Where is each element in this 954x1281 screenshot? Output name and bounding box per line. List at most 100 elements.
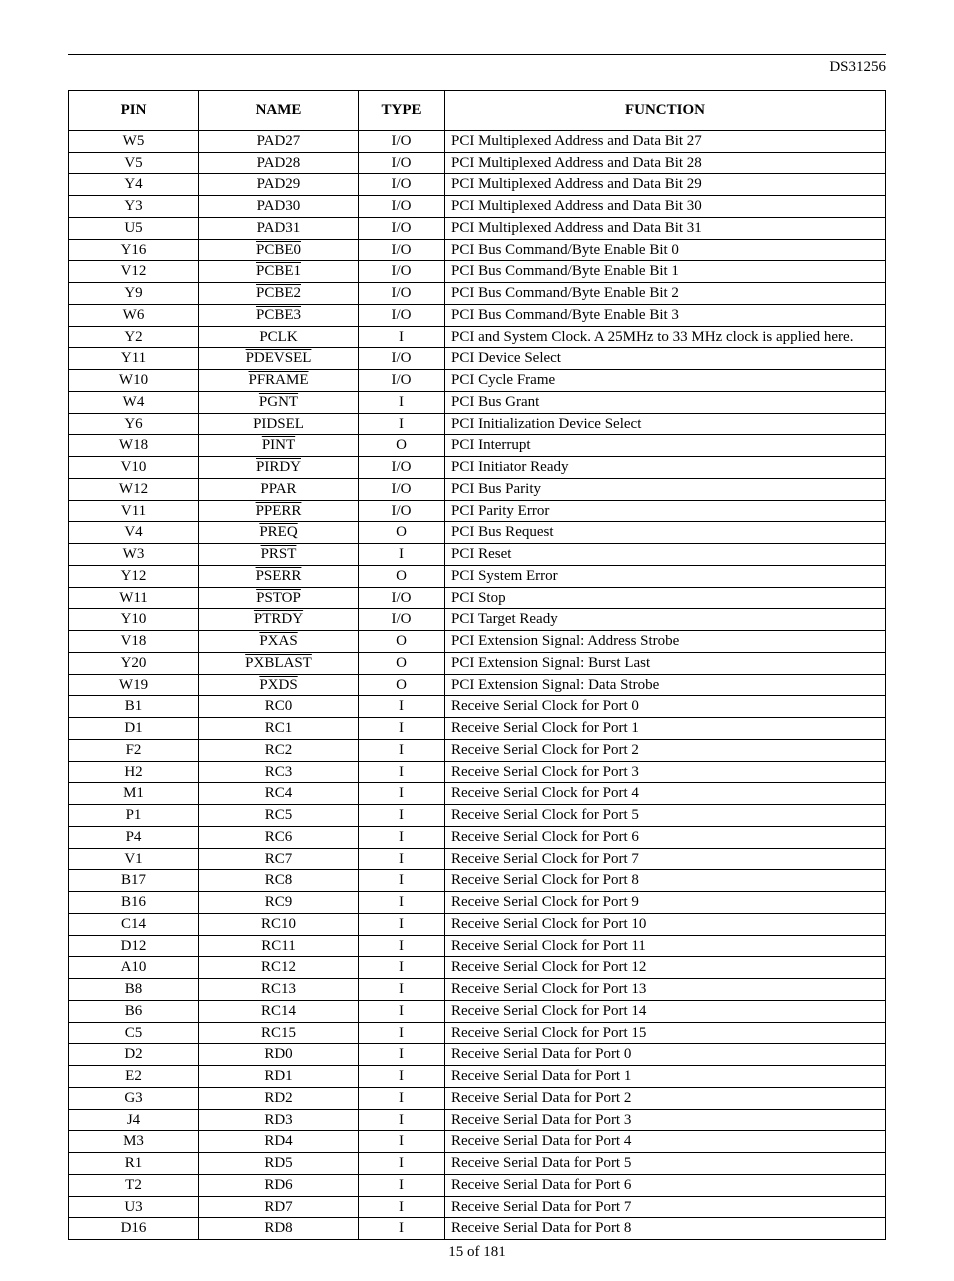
cell-pin: Y20: [69, 652, 199, 674]
signal-name: PAD27: [257, 133, 301, 149]
cell-type: I/O: [359, 130, 445, 152]
signal-name: RC9: [265, 894, 293, 910]
cell-type: I: [359, 1109, 445, 1131]
cell-function: PCI Initialization Device Select: [445, 413, 886, 435]
cell-pin: W19: [69, 674, 199, 696]
cell-name: PAD27: [199, 130, 359, 152]
cell-pin: B17: [69, 870, 199, 892]
cell-name: RC13: [199, 979, 359, 1001]
cell-name: PCBE2: [199, 283, 359, 305]
cell-pin: J4: [69, 1109, 199, 1131]
cell-function: Receive Serial Clock for Port 12: [445, 957, 886, 979]
cell-function: PCI Multiplexed Address and Data Bit 30: [445, 196, 886, 218]
cell-type: I: [359, 870, 445, 892]
page-footer: 15 of 181: [68, 1244, 886, 1261]
cell-name: PAD31: [199, 217, 359, 239]
cell-type: I/O: [359, 304, 445, 326]
cell-name: PRST: [199, 544, 359, 566]
cell-type: I: [359, 1066, 445, 1088]
table-row: C14RC10IReceive Serial Clock for Port 10: [69, 913, 886, 935]
cell-function: PCI Bus Command/Byte Enable Bit 2: [445, 283, 886, 305]
cell-function: PCI Bus Request: [445, 522, 886, 544]
table-row: B17RC8IReceive Serial Clock for Port 8: [69, 870, 886, 892]
cell-function: PCI Extension Signal: Burst Last: [445, 652, 886, 674]
cell-type: I: [359, 1022, 445, 1044]
cell-type: I: [359, 957, 445, 979]
cell-function: Receive Serial Clock for Port 10: [445, 913, 886, 935]
table-row: Y10PTRDYI/OPCI Target Ready: [69, 609, 886, 631]
cell-name: PIDSEL: [199, 413, 359, 435]
table-row: Y2PCLKIPCI and System Clock. A 25MHz to …: [69, 326, 886, 348]
cell-pin: D1: [69, 718, 199, 740]
signal-name: RD1: [264, 1068, 292, 1084]
cell-pin: C5: [69, 1022, 199, 1044]
cell-function: PCI Extension Signal: Data Strobe: [445, 674, 886, 696]
cell-type: I/O: [359, 174, 445, 196]
cell-name: PXBLAST: [199, 652, 359, 674]
cell-name: RD0: [199, 1044, 359, 1066]
table-row: V5PAD28I/OPCI Multiplexed Address and Da…: [69, 152, 886, 174]
cell-type: I: [359, 892, 445, 914]
cell-type: O: [359, 652, 445, 674]
cell-pin: V12: [69, 261, 199, 283]
table-row: M1RC4IReceive Serial Clock for Port 4: [69, 783, 886, 805]
cell-name: PFRAME: [199, 370, 359, 392]
cell-function: PCI Multiplexed Address and Data Bit 29: [445, 174, 886, 196]
cell-pin: P1: [69, 805, 199, 827]
table-row: W10PFRAMEI/OPCI Cycle Frame: [69, 370, 886, 392]
cell-type: I/O: [359, 478, 445, 500]
signal-name: RC11: [261, 938, 295, 954]
signal-name: RC0: [265, 698, 293, 714]
table-row: W19PXDSOPCI Extension Signal: Data Strob…: [69, 674, 886, 696]
cell-function: PCI Multiplexed Address and Data Bit 31: [445, 217, 886, 239]
cell-function: Receive Serial Clock for Port 13: [445, 979, 886, 1001]
cell-type: I: [359, 1196, 445, 1218]
cell-type: O: [359, 435, 445, 457]
cell-pin: Y10: [69, 609, 199, 631]
cell-function: Receive Serial Clock for Port 8: [445, 870, 886, 892]
cell-name: PGNT: [199, 391, 359, 413]
col-header-type: TYPE: [359, 91, 445, 131]
cell-function: PCI Multiplexed Address and Data Bit 28: [445, 152, 886, 174]
cell-function: Receive Serial Clock for Port 14: [445, 1000, 886, 1022]
cell-name: PCBE3: [199, 304, 359, 326]
cell-type: I/O: [359, 196, 445, 218]
cell-function: PCI Extension Signal: Address Strobe: [445, 631, 886, 653]
cell-pin: V11: [69, 500, 199, 522]
signal-name: RC13: [261, 981, 296, 997]
table-row: U3RD7IReceive Serial Data for Port 7: [69, 1196, 886, 1218]
cell-pin: T2: [69, 1174, 199, 1196]
cell-function: PCI Initiator Ready: [445, 457, 886, 479]
cell-type: I: [359, 783, 445, 805]
cell-function: Receive Serial Data for Port 5: [445, 1153, 886, 1175]
cell-pin: R1: [69, 1153, 199, 1175]
cell-pin: Y3: [69, 196, 199, 218]
signal-name: PCBE2: [256, 285, 301, 301]
cell-type: I/O: [359, 283, 445, 305]
cell-pin: M3: [69, 1131, 199, 1153]
signal-name: RC14: [261, 1003, 296, 1019]
cell-function: Receive Serial Data for Port 2: [445, 1087, 886, 1109]
cell-function: PCI Target Ready: [445, 609, 886, 631]
cell-name: PSERR: [199, 565, 359, 587]
signal-name: PRST: [261, 546, 297, 562]
table-row: D16RD8IReceive Serial Data for Port 8: [69, 1218, 886, 1240]
cell-type: I: [359, 913, 445, 935]
cell-name: RC5: [199, 805, 359, 827]
cell-type: I: [359, 1087, 445, 1109]
cell-type: I/O: [359, 457, 445, 479]
signal-name: PIRDY: [256, 459, 301, 475]
cell-pin: V4: [69, 522, 199, 544]
signal-name: PCLK: [259, 329, 297, 345]
signal-name: PXDS: [259, 677, 297, 693]
cell-name: PAD29: [199, 174, 359, 196]
cell-name: PIRDY: [199, 457, 359, 479]
cell-name: RD7: [199, 1196, 359, 1218]
cell-pin: Y16: [69, 239, 199, 261]
table-row: W18PINTOPCI Interrupt: [69, 435, 886, 457]
cell-name: RC11: [199, 935, 359, 957]
cell-name: RD2: [199, 1087, 359, 1109]
table-row: W4PGNTIPCI Bus Grant: [69, 391, 886, 413]
table-row: V10PIRDYI/OPCI Initiator Ready: [69, 457, 886, 479]
cell-name: RC2: [199, 739, 359, 761]
